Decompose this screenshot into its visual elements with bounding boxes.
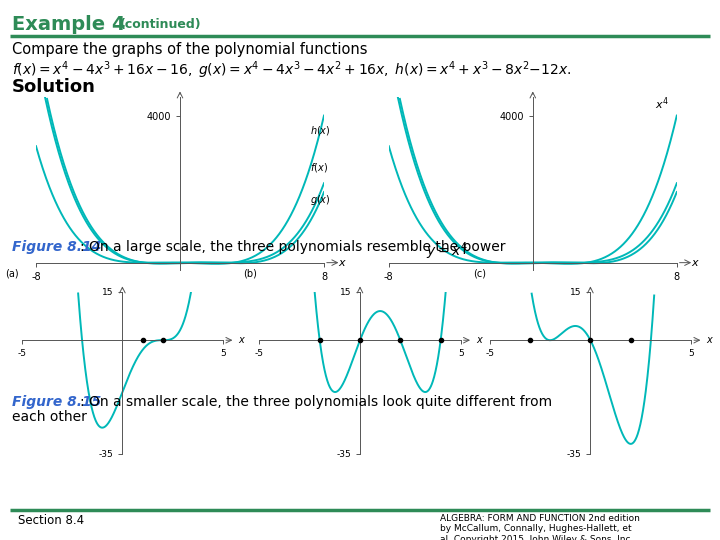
Text: x: x [476, 335, 482, 345]
Text: Compare the graphs of the polynomial functions: Compare the graphs of the polynomial fun… [12, 42, 367, 57]
Text: : On a smaller scale, the three polynomials look quite different from: : On a smaller scale, the three polynomi… [80, 395, 552, 409]
Text: $f(x) = x^4 - 4x^3 + 16x - 16,$$\;g(x) = x^4 - 4x^3 - 4x^2 + 16x,$$\;h(x) = x^4 : $f(x) = x^4 - 4x^3 + 16x - 16,$$\;g(x) =… [12, 59, 571, 80]
Text: $x^4$: $x^4$ [655, 95, 669, 112]
Text: x: x [691, 258, 698, 268]
Text: x: x [338, 258, 345, 268]
Text: $f(x)$: $f(x)$ [310, 160, 328, 173]
Text: $y = x^4$: $y = x^4$ [426, 240, 468, 261]
Text: (continued): (continued) [120, 18, 202, 31]
Text: : On a large scale, the three polynomials resemble the power: : On a large scale, the three polynomial… [80, 240, 510, 254]
Text: Solution: Solution [12, 78, 96, 96]
Text: ALGEBRA: FORM AND FUNCTION 2nd edition
by McCallum, Connally, Hughes-Hallett, et: ALGEBRA: FORM AND FUNCTION 2nd edition b… [440, 514, 640, 540]
Text: x: x [706, 335, 712, 345]
Text: Example 4: Example 4 [12, 15, 125, 34]
Text: $g(x)$: $g(x)$ [310, 193, 330, 207]
Text: Section 8.4: Section 8.4 [18, 514, 84, 527]
Text: Figure 8.15: Figure 8.15 [12, 395, 102, 409]
Text: $h(x)$: $h(x)$ [310, 124, 330, 137]
Text: Figure 8.14: Figure 8.14 [12, 240, 102, 254]
Text: each other: each other [12, 410, 87, 424]
Text: (b): (b) [243, 268, 257, 279]
Text: x: x [238, 335, 244, 345]
Text: (c): (c) [474, 268, 487, 279]
Text: (a): (a) [6, 268, 19, 279]
